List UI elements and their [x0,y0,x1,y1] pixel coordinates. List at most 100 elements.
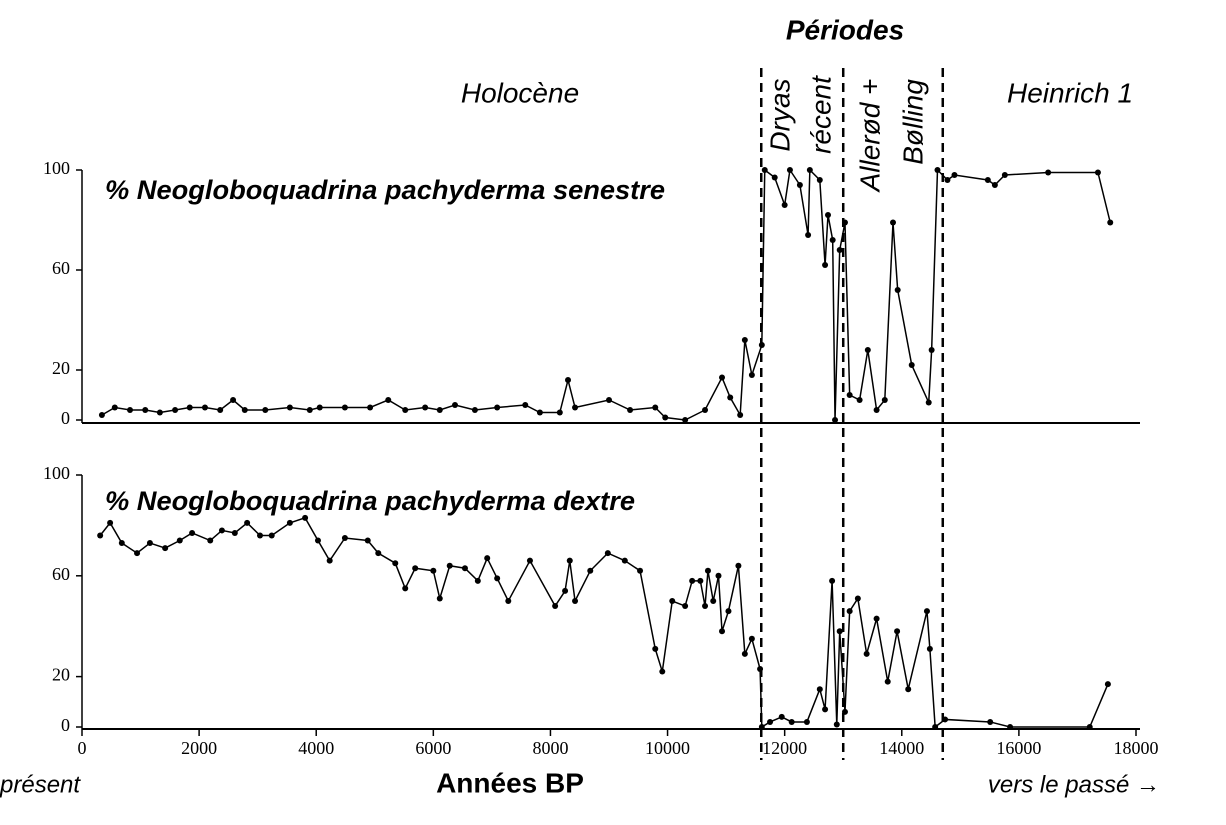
data-point [146,540,153,547]
data-point [412,565,419,572]
data-point [682,603,689,610]
data-point [873,407,880,413]
data-point [230,397,237,403]
data-point [829,237,836,243]
data-point [162,545,169,552]
data-point [1107,219,1114,226]
data-point [719,374,726,381]
data-point [682,417,689,423]
data-point [836,628,843,635]
data-point [107,519,114,526]
data-point [1086,724,1093,730]
period-label: récent [805,75,836,154]
data-point [556,409,563,416]
data-point [522,402,529,408]
x-tick-label: 18000 [1114,738,1159,758]
data-point [767,718,774,725]
data-point [725,608,732,615]
period-label: Allerød + [854,79,885,194]
data-point [176,537,183,544]
data-point [697,577,704,584]
data-point [241,407,248,413]
x-axis-label: Années BP [436,767,584,798]
period-label: Bølling [897,79,928,165]
data-point [142,407,149,413]
data-point [316,404,323,411]
data-point [786,167,793,173]
data-point [925,399,932,406]
period-label: Heinrich 1 [1007,77,1133,108]
period-label: Dryas [764,78,795,151]
data-point [552,603,559,610]
data-point [781,202,788,208]
data-point [326,557,333,564]
data-point [788,718,795,725]
data-point [652,404,659,411]
data-point [1104,681,1111,688]
data-point [824,212,831,218]
data-point [218,527,225,534]
data-point [806,167,813,173]
data-point [471,407,478,413]
data-point [951,172,958,178]
data-point [375,550,382,557]
data-point [856,397,863,403]
data-point [392,560,399,567]
data-point [748,635,755,642]
period-label: Holocène [461,77,579,108]
data-point [172,407,179,413]
data-point [659,668,666,675]
data-point [422,404,429,411]
data-point [908,362,915,368]
data-point [864,347,871,353]
chart-title: % Neogloboquadrina pachyderma dextre [105,486,635,516]
data-point [884,678,891,685]
data-line [101,167,1111,421]
x-tick-label: 0 [78,738,87,758]
data-point [201,404,208,411]
data-point [446,562,453,569]
data-point [244,519,251,526]
data-line [99,516,1109,729]
data-point [761,167,768,173]
data-point [1094,169,1101,176]
data-point [928,347,935,353]
data-point [207,537,214,544]
data-point [484,555,491,562]
data-point [822,706,829,713]
data-point [803,718,810,725]
data-point [302,514,309,521]
data-point [829,577,836,584]
data-point [341,535,348,541]
data-point [822,262,829,268]
data-point [451,402,458,408]
data-point [715,572,722,579]
data-point [286,404,293,411]
data-point [805,232,812,238]
y-tick-label: 20 [52,358,70,378]
data-point [118,540,125,547]
data-point [934,167,941,173]
data-point [97,532,104,539]
data-point [231,529,238,536]
data-point [987,718,994,725]
y-tick-label: 20 [52,665,70,685]
data-point [702,603,709,610]
data-point [833,721,840,728]
data-point [926,645,933,652]
data-point [894,628,901,635]
data-point [832,417,839,423]
y-tick-label: 0 [61,408,70,428]
data-point [461,565,468,572]
data-point [306,407,313,413]
data-point [984,177,991,183]
data-point [430,567,437,574]
data-point [991,182,998,188]
data-point [778,713,785,720]
data-point [923,608,930,615]
data-point [156,409,163,416]
data-point [735,562,742,569]
data-point [702,407,709,413]
y-tick-label: 60 [52,564,70,584]
x-tick-label: 4000 [298,738,334,758]
